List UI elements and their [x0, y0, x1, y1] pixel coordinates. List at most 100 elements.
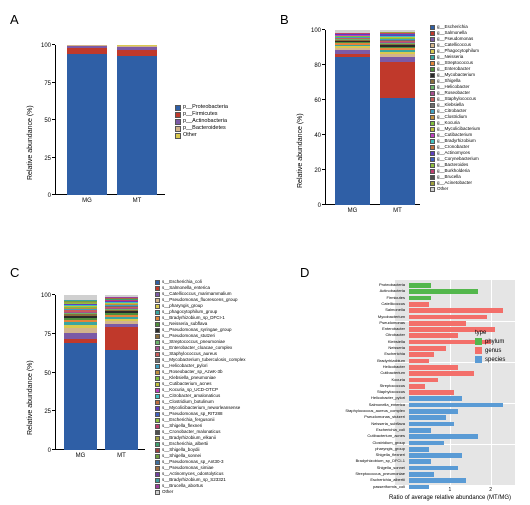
- legend-text: s__Cronobacter_malonaticus: [162, 430, 221, 435]
- legend-text: phylum: [485, 339, 504, 345]
- legend-swatch: [430, 157, 435, 162]
- legend-swatch: [430, 67, 435, 72]
- chart-c-cat-label: MG: [64, 453, 97, 459]
- legend-text: s__Bradyrhizobium_sp_S23321: [162, 478, 226, 483]
- chart-c-legend-item: s__Salmonella_enterica: [155, 286, 246, 291]
- legend-text: s__Mycolicibacterium_neworleansense: [162, 406, 240, 411]
- legend-text: g__Roseobacter: [437, 91, 470, 96]
- legend-swatch: [430, 79, 435, 84]
- chart-c-legend-item: s__Kocuria_sp_UCD-OTCP: [155, 388, 246, 393]
- chart-d-bar: [409, 321, 466, 326]
- chart-b-legend-item: g__Klebsiella: [430, 103, 480, 108]
- chart-b-legend-item: g__Escherichia: [430, 25, 480, 30]
- chart-b-legend-item: g__Roseobacter: [430, 91, 480, 96]
- chart-a-bar-mg: [67, 45, 107, 195]
- chart-d-row-label: Citrobacter: [332, 332, 407, 337]
- chart-b-ytick: 60: [303, 98, 321, 104]
- legend-text: s__Pseudomonas_simiae: [162, 466, 214, 471]
- legend-text: g__Staphylococcus: [437, 97, 476, 102]
- chart-c-legend-item: s__Actinomyces_odontolyticus: [155, 472, 246, 477]
- legend-text: g__Cronobacter: [437, 145, 469, 150]
- chart-b-cat-label: MG: [335, 208, 370, 214]
- legend-text: g__Mycolicibacterium: [437, 127, 480, 132]
- legend-text: g__Enterobacter: [437, 67, 470, 72]
- chart-b-legend-item: g__Staphylococcus: [430, 97, 480, 102]
- legend-text: s__Shigella_flexneri: [162, 424, 202, 429]
- legend-swatch: [155, 322, 160, 327]
- chart-c-legend-item: s__Mycolicibacterium_neworleansense: [155, 406, 246, 411]
- chart-d-xtick: 1: [445, 487, 455, 493]
- chart-b-legend-item: g__Streptococcus: [430, 61, 480, 66]
- chart-a-ytick: 0: [33, 193, 51, 199]
- chart-d-bar: [409, 371, 474, 376]
- legend-text: s__Escherichia_fergusonii: [162, 418, 215, 423]
- legend-text: s__Klebsiella_pneumoniae: [162, 376, 216, 381]
- chart-d-row-label: Salmonella_enterica: [332, 402, 407, 407]
- legend-swatch: [430, 115, 435, 120]
- chart-c-legend-item: s__Helicobacter_pylori: [155, 364, 246, 369]
- chart-d-row-label: Mycobacterium: [332, 314, 407, 319]
- legend-text: g__Corynebacterium: [437, 157, 479, 162]
- chart-a-seg: [117, 56, 157, 196]
- legend-swatch: [430, 91, 435, 96]
- chart-c-ytick: 0: [33, 448, 51, 454]
- chart-d-row-label: Staphylococcus_aureus_complex: [332, 408, 407, 413]
- legend-swatch: [155, 472, 160, 477]
- chart-a-ytick: 25: [33, 156, 51, 162]
- chart-b-legend-item: g__Helicobacter: [430, 85, 480, 90]
- legend-swatch: [155, 466, 160, 471]
- chart-c-legend-item: s__Escherichia_coli: [155, 280, 246, 285]
- chart-c-legend-item: s__Cronobacter_malonaticus: [155, 430, 246, 435]
- chart-c-legend: s__Escherichia_colis__Salmonella_enteric…: [155, 280, 246, 496]
- legend-text: Other: [162, 490, 173, 495]
- legend-swatch: [430, 151, 435, 156]
- legend-swatch: [155, 316, 160, 321]
- chart-b-legend-item: g__Pseudomonas: [430, 37, 480, 42]
- legend-text: s__Clostridium_botulinum: [162, 400, 214, 405]
- legend-text: s__Escherichia_albertii: [162, 442, 208, 447]
- chart-d-bar: [409, 403, 503, 408]
- chart-d-row-label: Proteobacteria: [332, 282, 407, 287]
- legend-text: s__Bradyrhizobium_sp_DFCI-1: [162, 316, 225, 321]
- chart-d-row-label: Cutibacterium_acnes: [332, 433, 407, 438]
- chart-d-bar: [409, 453, 462, 458]
- chart-d-row-label: Shigella_sonnei: [332, 465, 407, 470]
- legend-swatch: [430, 181, 435, 186]
- legend-text: g__Escherichia: [437, 25, 468, 30]
- chart-b-legend-item: g__Cutibacterium: [430, 133, 480, 138]
- legend-swatch: [430, 187, 435, 192]
- chart-d-row-label: passeriformis_coli: [332, 484, 407, 489]
- chart-b-legend: g__Escherichiag__Salmonellag__Pseudomona…: [430, 25, 480, 193]
- legend-text: s__Salmonella_enterica: [162, 286, 210, 291]
- chart-b-legend-item: g__Salmonella: [430, 31, 480, 36]
- legend-swatch: [430, 61, 435, 66]
- chart-c-legend-item: s__phagocytophilum_group: [155, 310, 246, 315]
- chart-d-bar: [409, 378, 438, 383]
- chart-d-row-label: Escherichia_coli: [332, 427, 407, 432]
- legend-swatch: [155, 352, 160, 357]
- chart-c-seg: [105, 350, 138, 450]
- chart-c-legend-item: s__Escherichia_fergusonii: [155, 418, 246, 423]
- chart-d-row-label: Staphylococcus: [332, 389, 407, 394]
- chart-b-ytick: 80: [303, 63, 321, 69]
- chart-d-row-label: Streptococcus_pneumoniae: [332, 471, 407, 476]
- chart-b-legend-item: g__Mycolicibacterium: [430, 127, 480, 132]
- chart-c-legend-item: s__Pseudomonas_sp_RIT288: [155, 412, 246, 417]
- chart-c-legend-item: s__Shigella_flexneri: [155, 424, 246, 429]
- legend-swatch: [155, 394, 160, 399]
- chart-d-bar: [409, 447, 429, 452]
- chart-b-legend-item: g__Catellicoccus: [430, 43, 480, 48]
- legend-text: s__Enterobacter_cloacae_complex: [162, 346, 232, 351]
- chart-c-legend-item: s__Catellicoccus_marimammalium: [155, 292, 246, 297]
- legend-text: g__Phagocytophilum: [437, 49, 479, 54]
- chart-d-bar: [409, 283, 431, 288]
- chart-c-ytick: 50: [33, 371, 51, 377]
- legend-swatch: [155, 478, 160, 483]
- legend-swatch: [430, 121, 435, 126]
- legend-swatch: [430, 175, 435, 180]
- legend-swatch: [155, 406, 160, 411]
- chart-a-legend-item: p__Firmicutes: [175, 112, 228, 118]
- legend-text: g__Helicobacter: [437, 85, 470, 90]
- legend-text: s__Kocuria_sp_UCD-OTCP: [162, 388, 218, 393]
- legend-text: g__Bradyrhizobium: [437, 139, 476, 144]
